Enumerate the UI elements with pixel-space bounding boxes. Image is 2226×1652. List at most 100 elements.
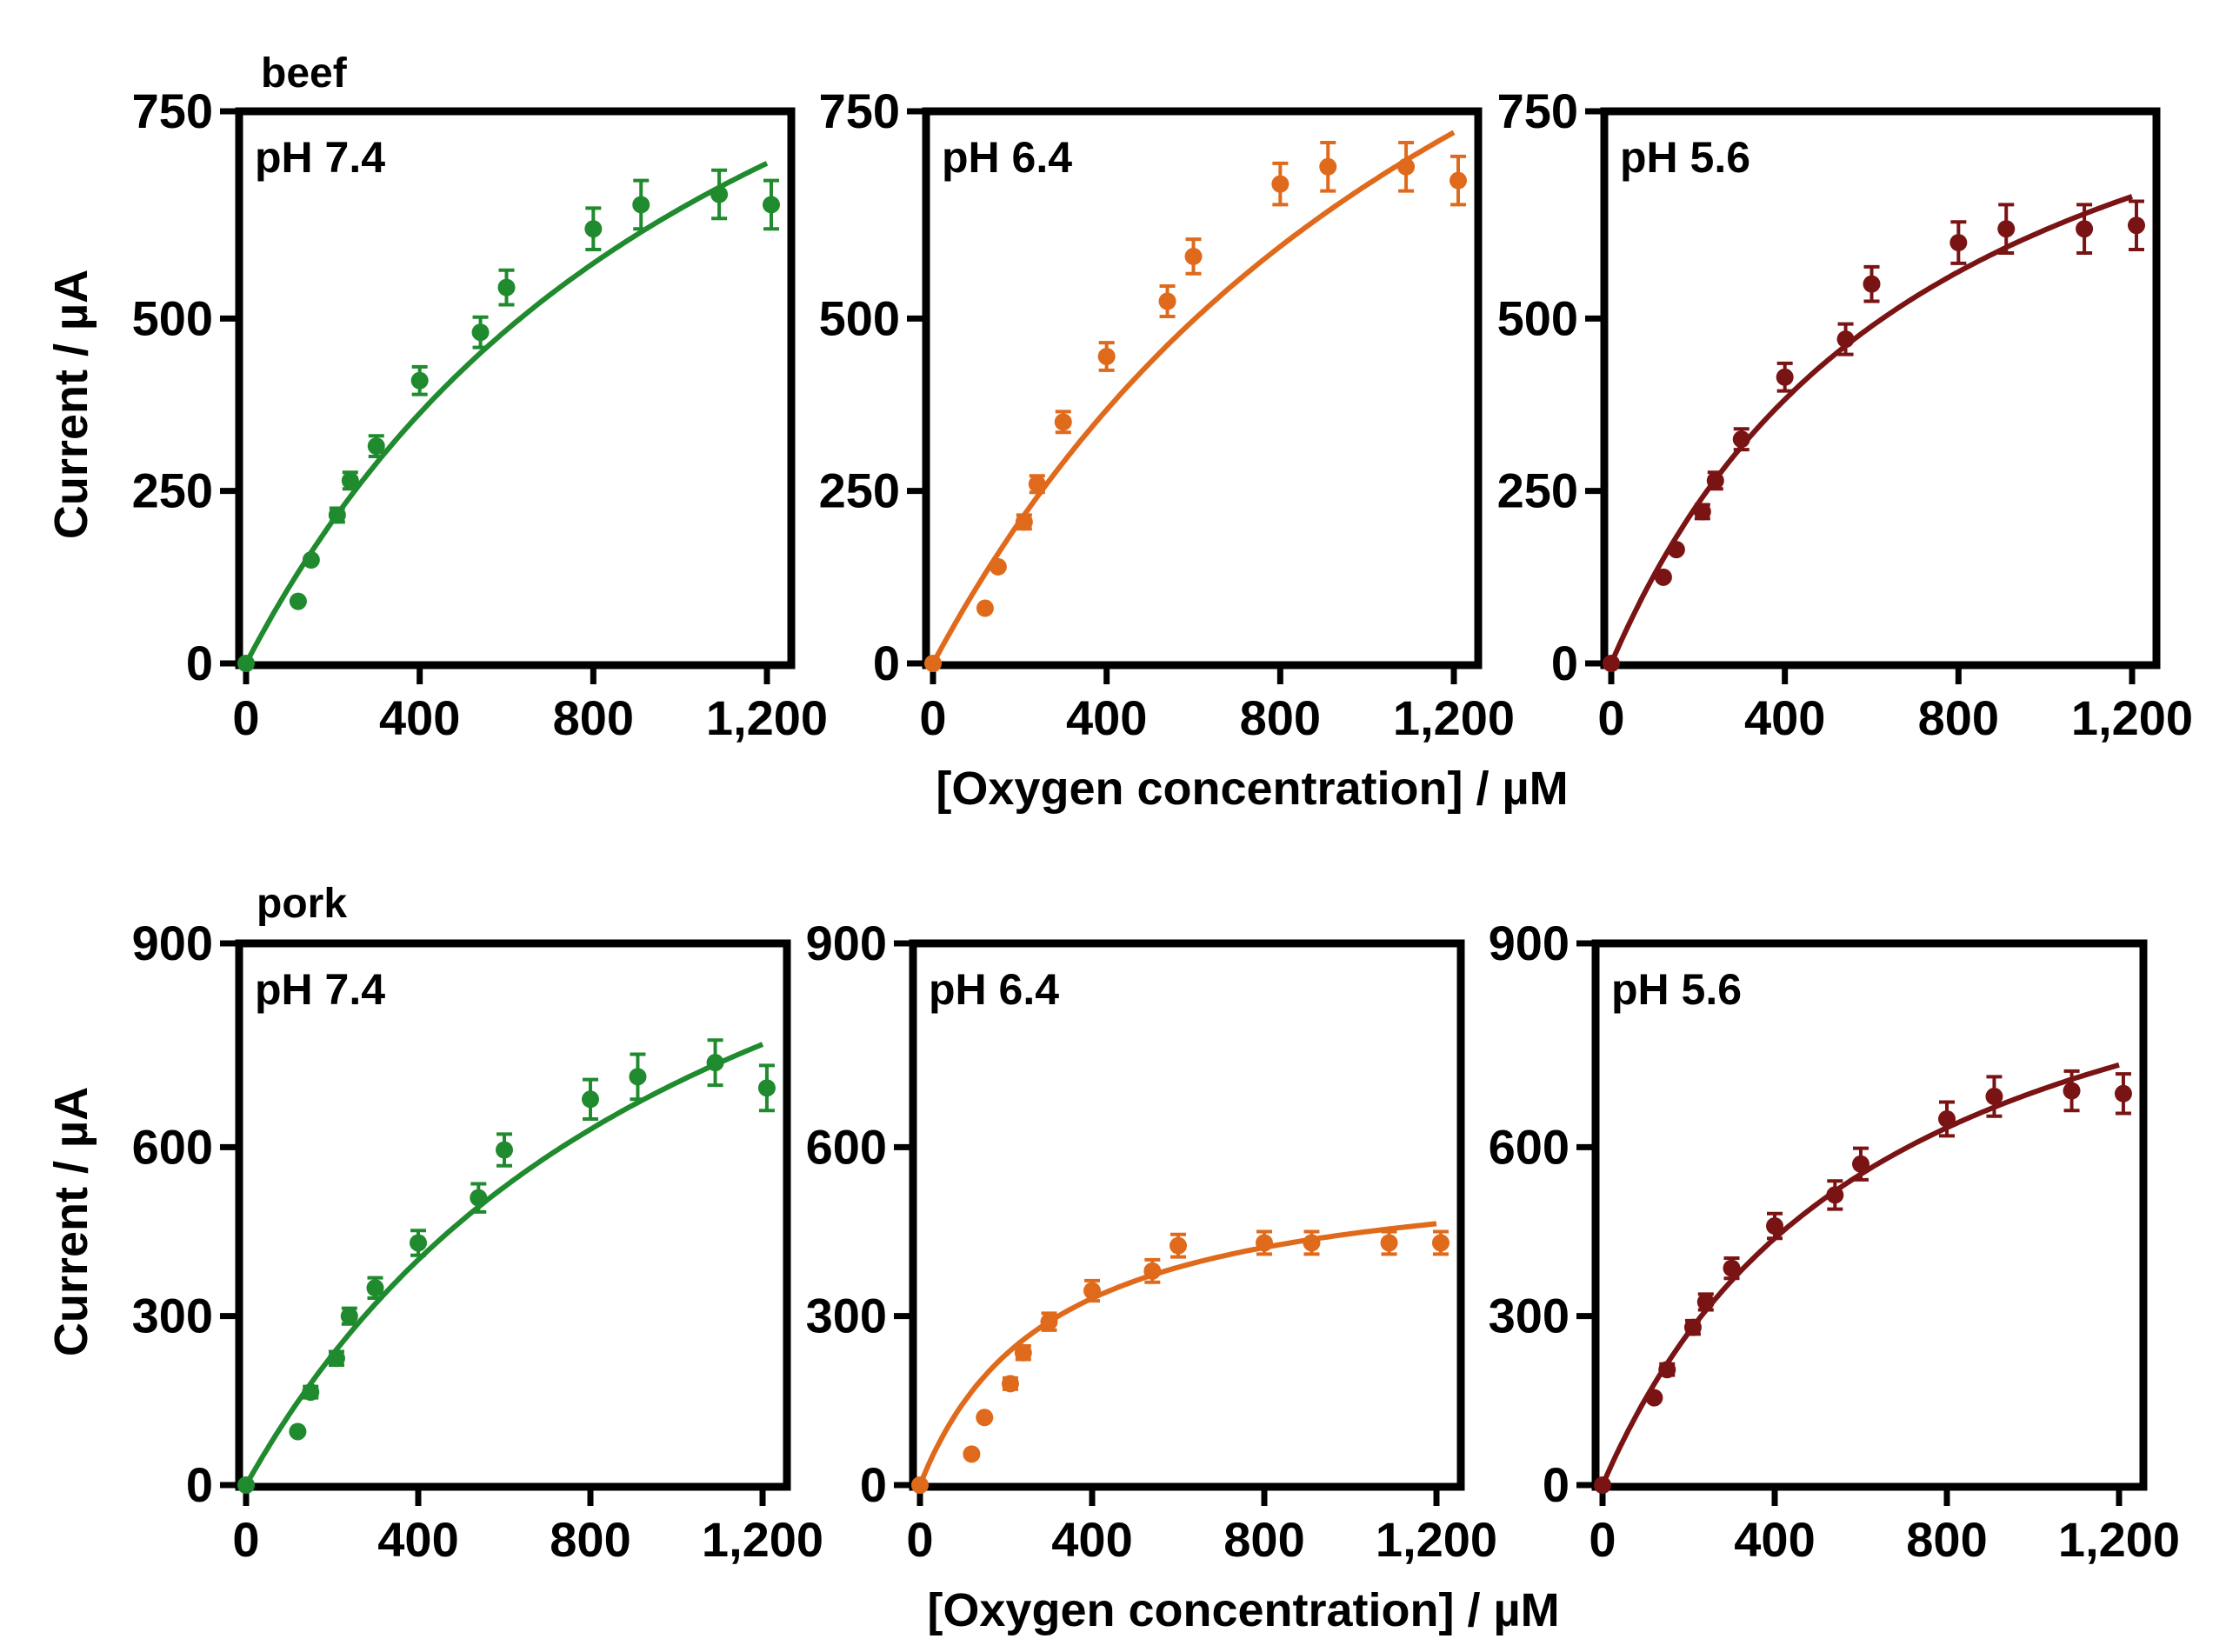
- data-point: [237, 1476, 255, 1494]
- data-marker: [1184, 247, 1203, 265]
- data-marker: [1158, 292, 1176, 310]
- data-marker: [710, 185, 729, 203]
- x-tick-label: 800: [1240, 690, 1321, 745]
- data-point: [757, 1063, 776, 1113]
- data-marker: [989, 557, 1007, 576]
- data-marker: [367, 437, 385, 456]
- x-tick-label: 0: [1589, 1512, 1616, 1567]
- data-point: [1645, 1389, 1663, 1407]
- fit-curve: [917, 1221, 1437, 1487]
- plot-frame: [922, 107, 1483, 669]
- data-point: [2063, 1069, 2081, 1113]
- data-marker: [1826, 1186, 1844, 1204]
- data-marker: [1836, 330, 1855, 349]
- panel-label: pH 7.4: [255, 965, 385, 1014]
- x-tick-label: 1,200: [706, 690, 828, 745]
- data-point: [1696, 1292, 1715, 1312]
- fit-curve: [930, 130, 1456, 665]
- panel-pork-pH64: pH 6.4 0 300 600 900 0 400 800 1,200: [806, 916, 1498, 1567]
- data-marker: [410, 371, 429, 390]
- data-point: [302, 1383, 320, 1402]
- data-marker: [1271, 175, 1290, 193]
- data-point: [1397, 141, 1416, 193]
- data-marker: [327, 1349, 345, 1368]
- data-point: [2127, 199, 2145, 251]
- data-point: [632, 178, 650, 231]
- fit-curve: [243, 161, 769, 665]
- data-point: [1723, 1256, 1741, 1281]
- x-tick-label: 800: [550, 1512, 630, 1567]
- y-axis-title-beef: Current / µA: [45, 270, 97, 539]
- x-tick-label: 0: [232, 690, 259, 745]
- data-marker: [1863, 275, 1881, 293]
- data-marker: [2063, 1082, 2081, 1100]
- panel-label: pH 5.6: [1611, 965, 1742, 1014]
- data-point: [584, 206, 603, 251]
- data-point: [1985, 1075, 2003, 1118]
- data-marker: [1693, 503, 1711, 521]
- data-point: [1083, 1278, 1101, 1303]
- data-marker: [1097, 347, 1116, 365]
- y-tick-label: 250: [819, 463, 900, 518]
- panel-label: pH 6.4: [942, 133, 1072, 182]
- x-tick-label: 400: [1066, 690, 1147, 745]
- data-marker: [963, 1445, 981, 1463]
- fit-curve: [243, 1042, 764, 1487]
- data-point: [302, 551, 320, 569]
- data-point: [1449, 154, 1467, 207]
- data-marker: [1170, 1236, 1187, 1255]
- y-tick-label: 600: [1489, 1119, 1570, 1174]
- x-tick-label: 800: [1223, 1512, 1304, 1567]
- plot-frame: [235, 107, 796, 669]
- data-point: [1319, 141, 1337, 193]
- panel-label: pH 6.4: [929, 965, 1059, 1014]
- data-marker: [289, 592, 307, 610]
- y-tick-label: 250: [1497, 463, 1578, 518]
- data-marker: [1949, 234, 1968, 252]
- data-marker: [237, 1476, 255, 1494]
- y-tick-label: 0: [873, 636, 900, 690]
- data-marker: [1143, 1262, 1162, 1280]
- data-marker: [1654, 568, 1672, 586]
- data-point: [470, 1182, 488, 1214]
- data-point: [1380, 1229, 1398, 1256]
- data-point: [1143, 1257, 1162, 1284]
- data-marker: [1696, 1293, 1715, 1311]
- data-marker: [1938, 1109, 1956, 1128]
- data-marker: [629, 1068, 647, 1086]
- data-point: [237, 655, 255, 672]
- data-marker: [757, 1079, 776, 1097]
- panel-beef-pH56: pH 5.6 0 250 500 750 0 400 800 1,200: [1497, 83, 2194, 745]
- data-marker: [1303, 1234, 1321, 1252]
- data-marker: [471, 323, 490, 342]
- data-point: [1938, 1100, 1956, 1138]
- plot-frame: [909, 939, 1465, 1491]
- data-marker: [1594, 1476, 1611, 1494]
- data-point: [976, 599, 994, 617]
- panel-label: pH 5.6: [1620, 133, 1750, 182]
- data-point: [496, 1132, 513, 1168]
- data-point: [989, 557, 1007, 576]
- data-marker: [1054, 413, 1072, 431]
- data-marker: [1256, 1234, 1273, 1252]
- data-marker: [911, 1476, 929, 1494]
- data-marker: [1028, 475, 1046, 493]
- y-tick-label: 0: [186, 1457, 213, 1512]
- data-point: [1015, 513, 1033, 531]
- x-tick-label: 800: [553, 690, 634, 745]
- data-marker: [340, 1307, 358, 1325]
- data-marker: [237, 655, 255, 672]
- data-point: [1706, 470, 1724, 491]
- data-point: [762, 178, 780, 231]
- data-point: [1693, 503, 1711, 521]
- data-marker: [1001, 1375, 1019, 1393]
- x-tick-label: 1,200: [1393, 690, 1515, 745]
- data-point: [1732, 427, 1750, 452]
- data-point: [366, 1276, 384, 1300]
- panel-beef-pH64: pH 6.4 0 250 500 750 0 400 800 1,200: [819, 83, 1516, 745]
- y-tick-label: 600: [132, 1119, 213, 1174]
- plot-frame: [1600, 107, 2161, 669]
- x-axis-title-pork: [Oxygen concentration] / µM: [927, 1584, 1559, 1636]
- data-point: [341, 470, 359, 491]
- data-marker: [706, 1054, 724, 1072]
